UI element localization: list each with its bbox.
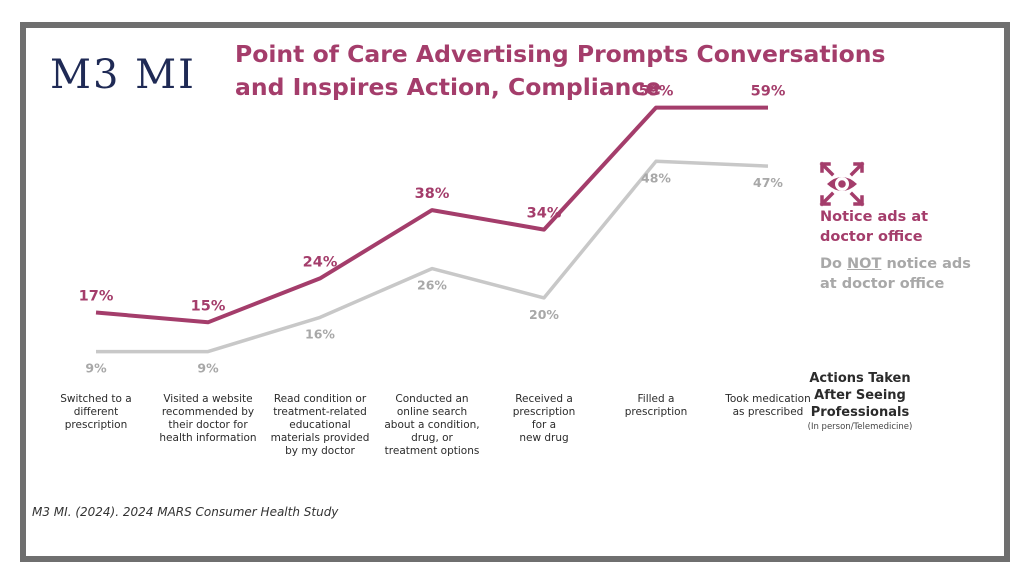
data-label-notice-6: 59% [751,84,786,100]
data-label-not-notice-0: 9% [85,361,107,376]
data-label-notice-5: 59% [639,84,674,100]
data-label-notice-0: 17% [79,289,114,305]
data-label-not-notice-2: 16% [305,326,335,341]
data-label-not-notice-6: 47% [753,175,783,190]
title-line-1: Point of Care Advertising Prompts Conver… [235,40,886,68]
series-line-not-notice [96,159,769,354]
data-label-not-notice-4: 20% [529,307,559,322]
category-label-2: Read condition or treatment-related educ… [270,393,370,457]
legend-notice-rest: notice ads [881,256,971,272]
legend-line2: at doctor office [820,276,945,292]
category-label-0: Switched to a different prescription [60,393,132,431]
category-label-6: Took medication as prescribed [725,393,811,418]
data-label-not-notice-3: 26% [417,278,447,293]
x-axis-title: Actions Taken After Seeing Professionals [809,371,911,420]
title-line-2: and Inspires Action, Compliance [235,73,662,101]
legend-not-text: NOT [847,256,882,272]
category-label-4: Received a prescription for a new drug [512,393,576,444]
x-axis-subtitle: (In person/Telemedicine) [807,422,913,432]
data-label-notice-2: 24% [303,254,338,270]
data-label-notice-1: 15% [191,298,226,314]
legend-do-text: Do [820,256,848,272]
data-label-not-notice-5: 48% [641,170,671,185]
data-label-notice-4: 34% [527,206,562,222]
brand-logo: M3 MI [50,52,196,98]
source-citation: M3 MI. (2024). 2024 MARS Consumer Health… [32,505,339,519]
eye-focus-icon [819,161,865,207]
series-line-notice [95,105,768,325]
category-label-1: Visited a website recommended by their d… [159,393,257,444]
chart-title: Point of Care Advertising Prompts Conver… [235,38,955,104]
data-label-not-notice-1: 9% [197,361,219,376]
legend-not-notice-label: Do NOT notice ads at doctor office [820,254,971,294]
data-label-notice-3: 38% [415,186,450,202]
category-label-5: Filled a prescription [624,393,688,418]
category-label-3: Conducted an online search about a condi… [384,393,480,457]
legend-notice-label: Notice ads at doctor office [820,209,929,245]
